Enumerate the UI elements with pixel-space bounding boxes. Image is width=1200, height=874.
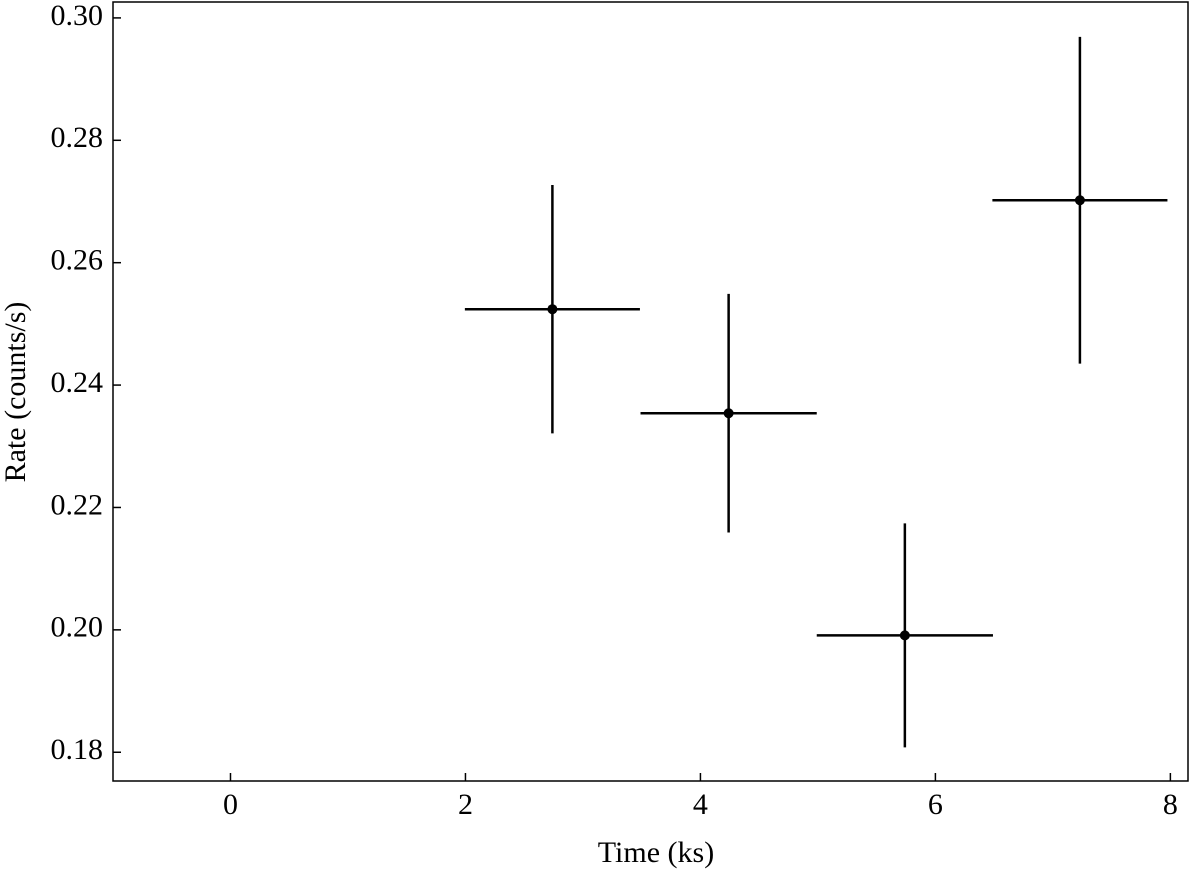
y-tick-label: 0.26 <box>51 244 104 277</box>
y-axis-label: Rate (counts/s) <box>0 302 32 483</box>
data-point <box>1074 195 1085 206</box>
x-tick-label: 0 <box>223 788 238 821</box>
y-tick-label: 0.18 <box>51 733 104 766</box>
data-point <box>723 408 734 419</box>
y-tick-label: 0.28 <box>51 121 104 154</box>
y-tick-label: 0.30 <box>51 0 104 32</box>
y-tick-label: 0.22 <box>51 488 104 521</box>
plot-frame <box>112 1 1189 782</box>
data-point <box>547 304 558 315</box>
x-axis-label: Time (ks) <box>598 836 714 869</box>
x-tick-label: 2 <box>458 788 473 821</box>
data-point <box>899 630 910 641</box>
y-tick-label: 0.20 <box>51 611 104 644</box>
y-tick-label: 0.24 <box>51 366 104 399</box>
x-tick-label: 6 <box>928 788 943 821</box>
x-tick-label: 8 <box>1163 788 1178 821</box>
x-tick-label: 4 <box>693 788 708 821</box>
